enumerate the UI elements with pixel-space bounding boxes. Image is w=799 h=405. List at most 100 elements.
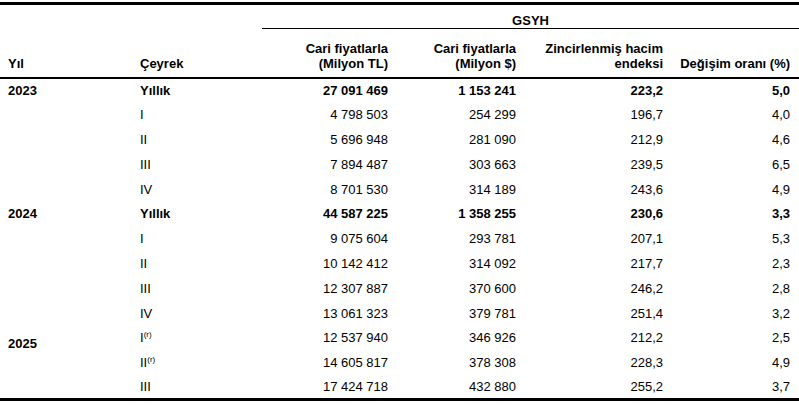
value-cell: 12 307 887 [262, 276, 388, 301]
column-header-row: Yıl Çeyrek Cari fiyatlarla (Milyon TL) C… [0, 29, 799, 78]
col-header-year: Yıl [0, 29, 140, 78]
value-cell: 243,6 [516, 177, 663, 202]
table-row: IV8 701 530314 189243,64,9 [0, 177, 799, 202]
value-cell: 8 701 530 [262, 177, 388, 202]
value-cell: 196,7 [516, 102, 663, 127]
year-cell [0, 127, 140, 152]
value-cell: 314 189 [388, 177, 516, 202]
value-cell: 14 605 817 [262, 350, 388, 375]
col-header-current-prices-usd: Cari fiyatlarla (Milyon $) [388, 29, 516, 78]
quarter-cell: I [140, 102, 262, 127]
value-cell: 230,6 [516, 201, 663, 226]
quarter-cell: Yıllık [140, 78, 262, 103]
year-cell: 2024 [0, 201, 140, 226]
year-cell [0, 152, 140, 177]
col-header-quarter: Çeyrek [140, 29, 262, 78]
group-header-spacer [140, 4, 262, 29]
table-body: 2023Yıllık27 091 4691 153 241223,25,0I4 … [0, 78, 799, 400]
col-header-line: Cari fiyatlarla [262, 41, 388, 56]
table-row: 2023Yıllık27 091 4691 153 241223,25,0 [0, 78, 799, 103]
quarter-cell: II [140, 251, 262, 276]
value-cell: 5,3 [663, 226, 799, 251]
value-cell: 6,5 [663, 152, 799, 177]
value-cell: 246,2 [516, 276, 663, 301]
table-group-title: GSYH [262, 4, 799, 29]
value-cell: 228,3 [516, 350, 663, 375]
quarter-cell: III [140, 276, 262, 301]
value-cell: 4,9 [663, 350, 799, 375]
value-cell: 5 696 948 [262, 127, 388, 152]
col-header-change-rate: Değişim oranı (%) [663, 29, 799, 78]
col-header-current-prices-tl: Cari fiyatlarla (Milyon TL) [262, 29, 388, 78]
table-row: IV13 061 323379 781251,43,2 [0, 301, 799, 326]
value-cell: 4,9 [663, 177, 799, 202]
value-cell: 293 781 [388, 226, 516, 251]
table-row: I9 075 604293 781207,15,3 [0, 226, 799, 251]
table-row: III17 424 718432 880255,23,7 [0, 375, 799, 400]
value-cell: 17 424 718 [262, 375, 388, 400]
value-cell: 4 798 503 [262, 102, 388, 127]
quarter-cell: III [140, 152, 262, 177]
value-cell: 281 090 [388, 127, 516, 152]
value-cell: 255,2 [516, 375, 663, 400]
year-cell: 2023 [0, 78, 140, 103]
value-cell: 239,5 [516, 152, 663, 177]
value-cell: 251,4 [516, 301, 663, 326]
year-label: 2023 [8, 83, 37, 98]
table-row: III7 894 487303 663239,56,5 [0, 152, 799, 177]
col-header-line: (Milyon TL) [262, 56, 388, 71]
col-header-line: Zincirlenmiş hacim [516, 41, 663, 56]
table-row: II(r)14 605 817378 308228,34,9 [0, 350, 799, 375]
year-cell [0, 177, 140, 202]
year-cell [0, 102, 140, 127]
value-cell: 3,2 [663, 301, 799, 326]
quarter-cell: I [140, 226, 262, 251]
value-cell: 379 781 [388, 301, 516, 326]
quarter-cell: I(r) [140, 325, 262, 350]
year-cell [0, 301, 140, 326]
value-cell: 44 587 225 [262, 201, 388, 226]
revision-superscript: (r) [144, 330, 152, 339]
value-cell: 378 308 [388, 350, 516, 375]
value-cell: 207,1 [516, 226, 663, 251]
value-cell: 3,3 [663, 201, 799, 226]
col-header-line: Değişim oranı (%) [663, 56, 790, 71]
value-cell: 314 092 [388, 251, 516, 276]
value-cell: 2,5 [663, 325, 799, 350]
quarter-cell: II(r) [140, 350, 262, 375]
value-cell: 2,8 [663, 276, 799, 301]
value-cell: 9 075 604 [262, 226, 388, 251]
value-cell: 10 142 412 [262, 251, 388, 276]
group-header-spacer [0, 4, 140, 29]
table-row: 2025I(r)12 537 940346 926212,22,5 [0, 325, 799, 350]
year-cell: 2025 [0, 325, 140, 350]
value-cell: 303 663 [388, 152, 516, 177]
quarter-cell: IV [140, 301, 262, 326]
table-row: II5 696 948281 090212,94,6 [0, 127, 799, 152]
quarter-cell: II [140, 127, 262, 152]
table-row: III12 307 887370 600246,22,8 [0, 276, 799, 301]
value-cell: 212,9 [516, 127, 663, 152]
year-label: 2025 [8, 336, 37, 351]
value-cell: 432 880 [388, 375, 516, 400]
value-cell: 370 600 [388, 276, 516, 301]
value-cell: 3,7 [663, 375, 799, 400]
value-cell: 254 299 [388, 102, 516, 127]
value-cell: 212,2 [516, 325, 663, 350]
value-cell: 4,0 [663, 102, 799, 127]
gsyh-table: GSYH Yıl Çeyrek Cari fiyatlarla (Milyon … [0, 2, 799, 401]
page: { "chart_data": { "type": "table", "grou… [0, 0, 799, 405]
value-cell: 12 537 940 [262, 325, 388, 350]
value-cell: 1 153 241 [388, 78, 516, 103]
quarter-cell: Yıllık [140, 201, 262, 226]
value-cell: 27 091 469 [262, 78, 388, 103]
quarter-cell: III [140, 375, 262, 400]
year-label: 2024 [8, 206, 37, 221]
year-cell [0, 350, 140, 375]
value-cell: 1 358 255 [388, 201, 516, 226]
value-cell: 7 894 487 [262, 152, 388, 177]
value-cell: 13 061 323 [262, 301, 388, 326]
value-cell: 2,3 [663, 251, 799, 276]
year-cell [0, 375, 140, 400]
col-header-chain-volume-index: Zincirlenmiş hacim endeksi [516, 29, 663, 78]
